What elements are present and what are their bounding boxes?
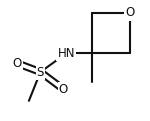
- Text: S: S: [37, 66, 44, 79]
- Text: HN: HN: [58, 47, 75, 60]
- Text: O: O: [59, 83, 68, 96]
- Text: O: O: [13, 57, 22, 70]
- Text: O: O: [125, 6, 134, 19]
